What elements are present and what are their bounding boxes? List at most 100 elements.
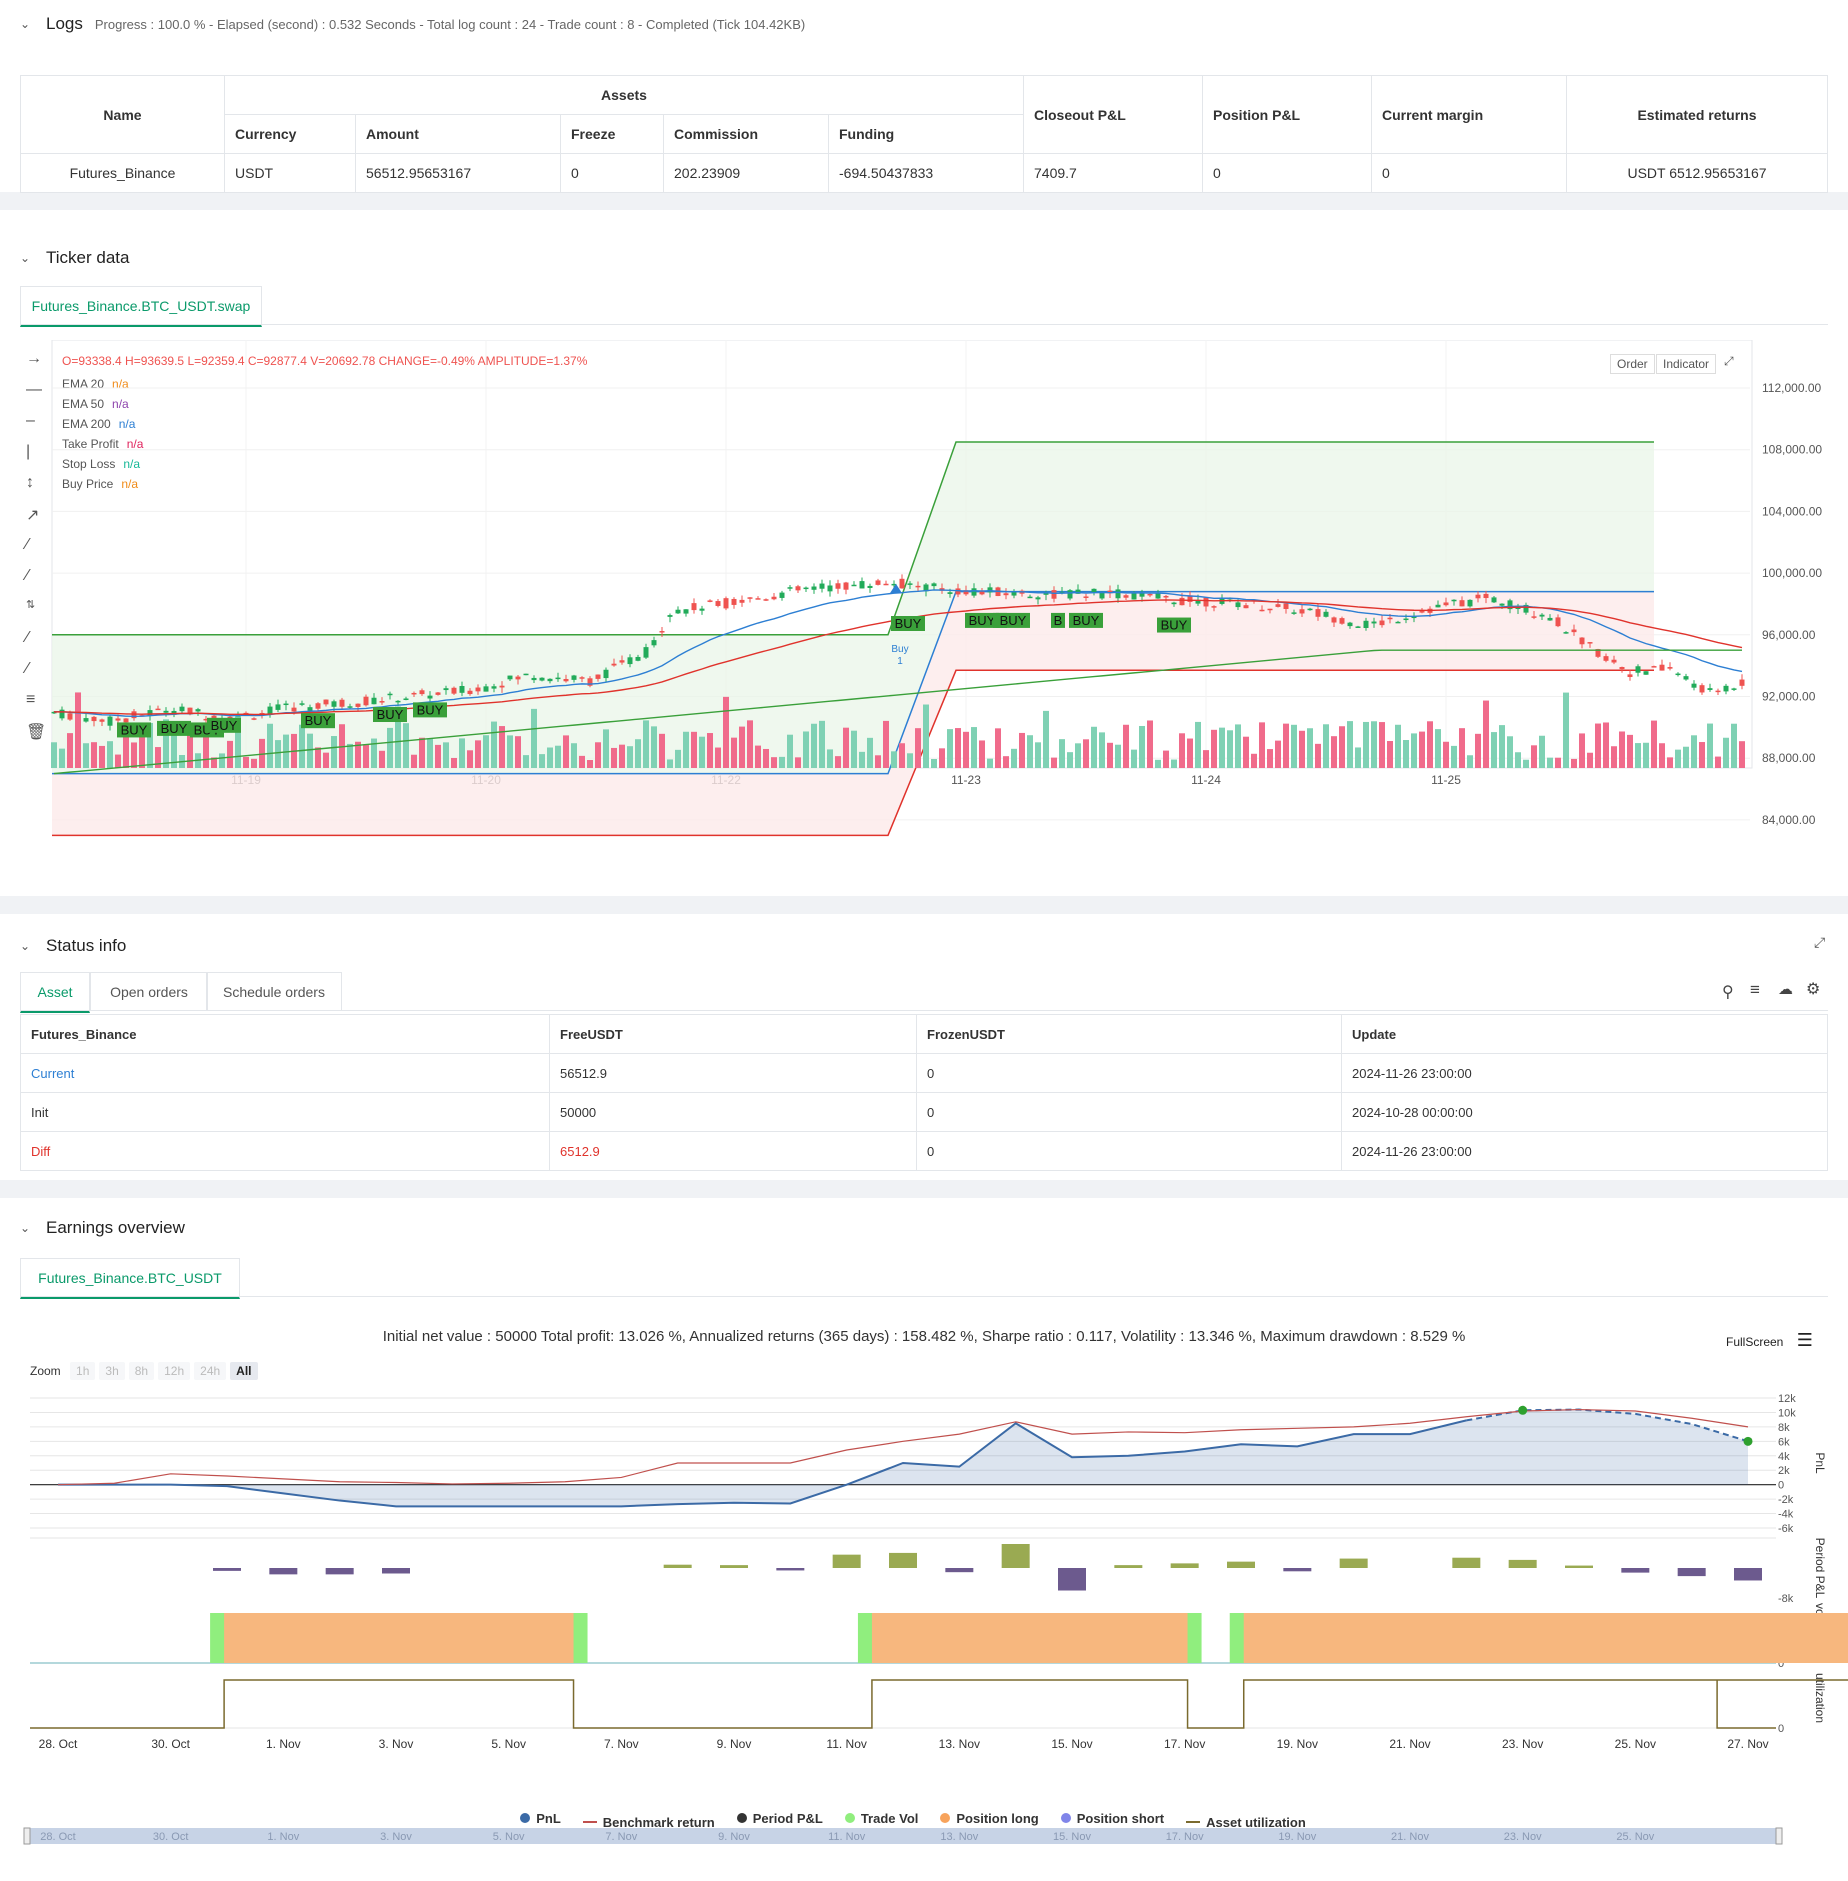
cell-position: 0	[1202, 153, 1372, 193]
ticker-header[interactable]: ⌄ Ticker data	[20, 248, 129, 268]
candle-body	[107, 716, 113, 726]
table-row: Init 50000 0 2024-10-28 00:00:00	[20, 1092, 1828, 1132]
tab-schedule-orders[interactable]: Schedule orders	[206, 972, 342, 1011]
legend-label: Take Profit	[62, 437, 119, 451]
tab-asset[interactable]: Asset	[20, 972, 90, 1013]
legend-item-2[interactable]: EMA 200 n/a	[62, 414, 143, 434]
volume-bar	[1483, 700, 1489, 768]
candle-body	[443, 688, 449, 691]
ticker-title: Ticker data	[46, 248, 130, 267]
legend-0[interactable]: PnL	[520, 1811, 561, 1826]
legend-5[interactable]: Position short	[1060, 1811, 1164, 1826]
status-header[interactable]: ⌄ Status info	[20, 936, 126, 956]
zoom-8h[interactable]: 8h	[128, 1362, 155, 1380]
parallel-line-icon[interactable]: ∕	[26, 629, 29, 646]
zoom-1h[interactable]: 1h	[70, 1362, 96, 1380]
candle-body	[1619, 667, 1625, 670]
trend-line-icon[interactable]: ∕	[26, 567, 29, 584]
zoom-All[interactable]: All	[230, 1362, 258, 1380]
tab-open-orders[interactable]: Open orders	[90, 972, 208, 1011]
volume-bar	[779, 756, 785, 768]
buy-signal-box	[1051, 612, 1065, 628]
vol-tick-label: 0	[1778, 1658, 1784, 1670]
list-icon[interactable]: ≡	[1750, 980, 1760, 999]
order-button[interactable]: Order	[1610, 354, 1655, 374]
volume-bar	[1219, 727, 1225, 768]
expand-icon[interactable]: ⤢	[1724, 354, 1734, 368]
legend-3[interactable]: Trade Vol	[844, 1811, 918, 1826]
zoom-3h[interactable]: 3h	[99, 1362, 125, 1380]
price-line-icon[interactable]: ⇅	[26, 599, 36, 611]
buy-signal-label: BUY	[895, 616, 922, 631]
tab-ticker-symbol[interactable]: Futures_Binance.BTC_USDT.swap	[20, 286, 262, 327]
pnl-line	[58, 1419, 1467, 1508]
volume-bar	[1211, 729, 1217, 768]
gear-icon[interactable]: ⚙	[1806, 981, 1821, 998]
candle-body	[763, 599, 769, 601]
volume-bar	[1187, 738, 1193, 768]
cloud-icon[interactable]: ☁	[1778, 981, 1793, 998]
candle-body	[1243, 605, 1249, 609]
tab-earnings-symbol[interactable]: Futures_Binance.BTC_USDT	[20, 1258, 240, 1299]
earnings-header[interactable]: ⌄ Earnings overview	[20, 1218, 185, 1238]
utilization-line	[30, 1679, 1848, 1729]
crosshair-icon[interactable]: →	[26, 350, 42, 367]
candle-body	[795, 586, 801, 591]
channel-icon[interactable]: ∕	[26, 660, 29, 677]
row-current-label[interactable]: Current	[20, 1053, 550, 1093]
vertical-arrow-icon[interactable]: ↕	[26, 474, 34, 491]
candle-body	[627, 657, 633, 665]
legend-2[interactable]: Period P&L	[736, 1811, 823, 1826]
candlestick-chart[interactable]: 112,000.00 108,000.00 104,000.00 100,000.00…	[50, 340, 1848, 840]
chevron-down-icon: ⌄	[20, 1221, 31, 1235]
volume-bar	[1659, 743, 1665, 768]
segment-icon[interactable]: ∕	[26, 536, 29, 553]
volume-bar	[611, 747, 617, 768]
volume-bar	[459, 738, 465, 768]
pnl-area	[58, 1409, 1748, 1507]
volume-bar	[1251, 753, 1257, 768]
vertical-line-icon[interactable]: |	[26, 443, 31, 460]
earnings-section: ⌄ Earnings overview Futures_Binance.BTC_…	[0, 1198, 1848, 1881]
earnings-chart[interactable]: 12k 10k 8k 6k 4k 2k 0 -2k -4k -6k PnL -8k Period P&L…	[0, 1388, 1848, 1848]
legend-item-4[interactable]: Stop Loss n/a	[62, 454, 143, 474]
volume-bar	[1331, 736, 1337, 768]
ray-line-icon[interactable]: ↗	[26, 507, 40, 524]
search-icon[interactable]: ⚲	[1722, 984, 1734, 1001]
candle-body	[1419, 611, 1425, 613]
candle-body	[1163, 595, 1169, 598]
x-tick-label: 21. Nov	[1389, 1737, 1430, 1751]
earnings-summary: Initial net value : 50000 Total profit: …	[382, 1328, 1466, 1345]
legend-4[interactable]: Position long	[940, 1811, 1039, 1826]
candle-body	[419, 690, 425, 695]
volume-bar	[595, 742, 601, 768]
volume-bar	[1491, 732, 1497, 768]
volume-bar	[387, 727, 393, 768]
candle-body	[1083, 596, 1089, 598]
volume-bar	[403, 723, 409, 768]
legend-item-5[interactable]: Buy Price n/a	[62, 474, 143, 494]
trash-icon[interactable]: 🗑	[26, 724, 47, 741]
candle-body	[1531, 616, 1537, 618]
horizontal-ray-icon[interactable]: –	[26, 412, 35, 429]
logs-header[interactable]: ⌄ Logs Progress : 100.0 % - Elapsed (sec…	[20, 14, 805, 34]
legend-label: PnL	[536, 1810, 561, 1826]
horizontal-line-icon[interactable]: —	[26, 381, 42, 398]
fibonacci-icon[interactable]: ≡	[26, 691, 36, 708]
navigator-tick-label: 28. Oct	[40, 1831, 75, 1843]
zoom-12h[interactable]: 12h	[158, 1362, 191, 1380]
legend-item-1[interactable]: EMA 50 n/a	[62, 394, 143, 414]
legend-1[interactable]: Benchmark return	[582, 1815, 715, 1830]
volume-bar	[1371, 721, 1377, 768]
period-bar	[1565, 1565, 1593, 1568]
collapse-icon[interactable]: ⤢	[1814, 934, 1826, 950]
candle-body	[555, 677, 561, 680]
volume-bar	[235, 716, 241, 768]
volume-bar	[963, 731, 969, 768]
zoom-24h[interactable]: 24h	[194, 1362, 227, 1380]
indicator-button[interactable]: Indicator	[1656, 354, 1717, 374]
fullscreen-button[interactable]: FullScreen ☰	[1726, 1330, 1813, 1351]
legend-item-3[interactable]: Take Profit n/a	[62, 434, 143, 454]
legend-label: Asset utilization	[1206, 1814, 1306, 1830]
legend-6[interactable]: Asset utilization	[1186, 1815, 1306, 1830]
